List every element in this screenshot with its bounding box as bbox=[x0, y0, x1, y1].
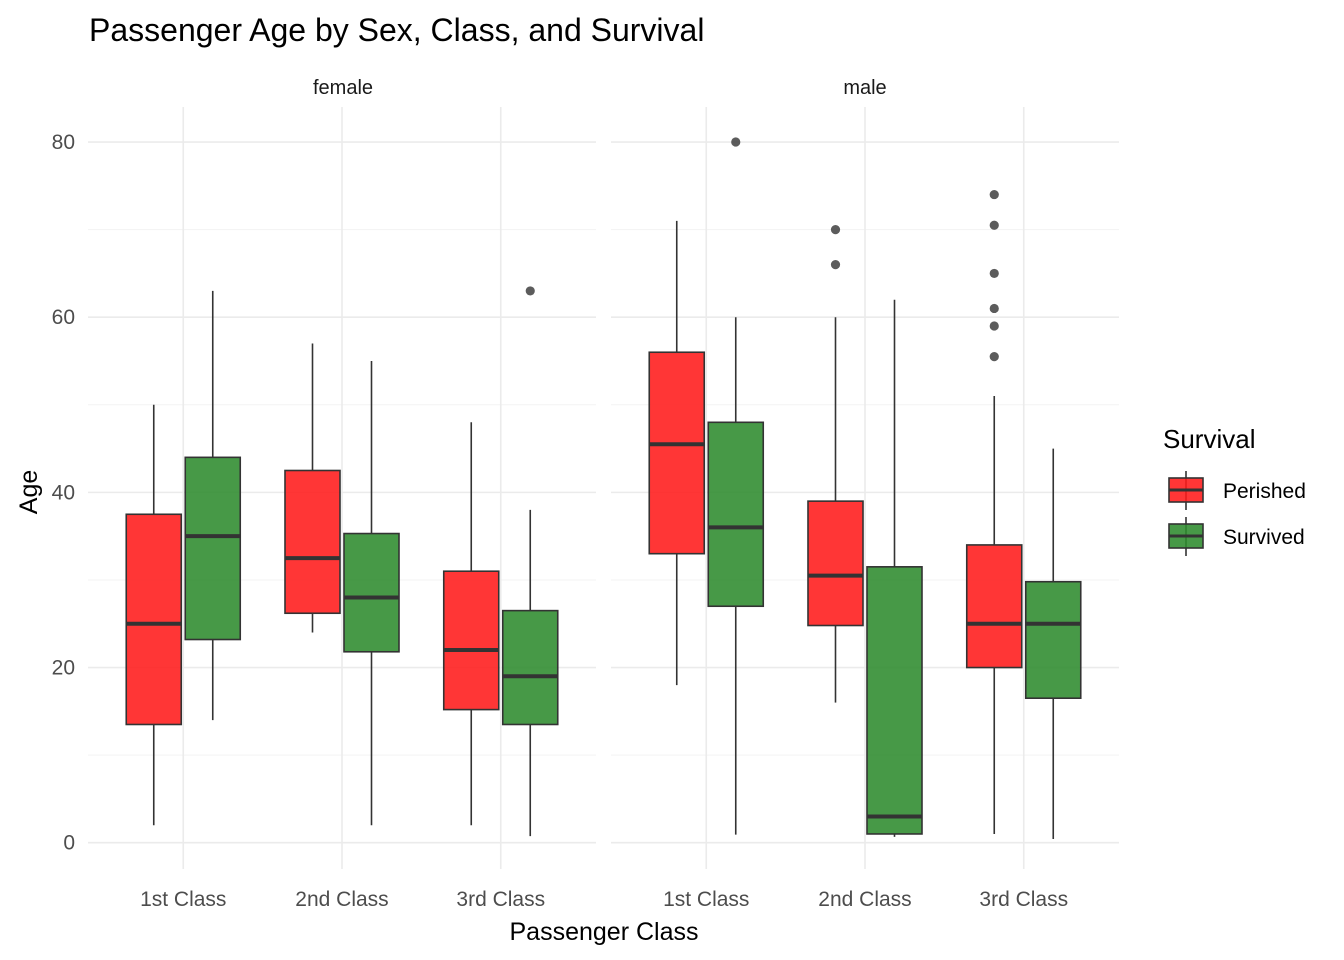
y-tick-label-0: 0 bbox=[63, 832, 75, 855]
y-tick-label-80: 80 bbox=[52, 131, 75, 154]
outlier-male-3rd-class-perished-3 bbox=[989, 268, 999, 279]
outlier-male-3rd-class-perished-5 bbox=[989, 189, 999, 200]
y-axis-ticks: 0 20 40 60 80 bbox=[52, 131, 75, 855]
x-tick-label-female-1st-class: 1st Class bbox=[140, 888, 226, 911]
box-rect-male-3rd-class-survived bbox=[1024, 580, 1082, 700]
box-rect-female-1st-class-survived bbox=[184, 456, 242, 641]
box-rect-male-1st-class-survived bbox=[707, 421, 765, 608]
box-male-3rd-class-perished bbox=[965, 189, 1023, 834]
outlier-male-2nd-class-perished-1 bbox=[830, 225, 841, 235]
x-tick-label-male-3rd-class: 3rd Class bbox=[979, 888, 1068, 911]
facet-panel-male bbox=[611, 107, 1119, 869]
chart-title: Passenger Age by Sex, Class, and Surviva… bbox=[89, 12, 704, 48]
x-tick-label-male-1st-class: 1st Class bbox=[663, 888, 749, 911]
box-rect-female-3rd-class-survived bbox=[501, 609, 559, 726]
outlier-male-3rd-class-perished-4 bbox=[989, 220, 999, 230]
facet-strip-female: female bbox=[313, 77, 373, 99]
outlier-male-2nd-class-perished-0 bbox=[830, 260, 841, 270]
box-female-2nd-class-perished bbox=[284, 343, 341, 633]
box-rect-male-1st-class-perished bbox=[648, 351, 706, 555]
box-female-1st-class-perished bbox=[125, 404, 183, 826]
legend-title: Survival bbox=[1163, 424, 1255, 454]
box-female-3rd-class-perished bbox=[442, 422, 500, 826]
outlier-male-3rd-class-perished-2 bbox=[989, 303, 999, 314]
box-female-2nd-class-survived bbox=[343, 361, 400, 826]
box-rect-female-1st-class-perished bbox=[125, 513, 183, 726]
legend-label-survived: Survived bbox=[1223, 526, 1305, 549]
box-male-2nd-class-survived bbox=[866, 299, 923, 837]
legend-items: Perished Survived bbox=[1168, 471, 1306, 556]
outlier-female-3rd-class-survived-0 bbox=[525, 286, 535, 296]
y-tick-label-40: 40 bbox=[52, 481, 75, 504]
outlier-male-1st-class-survived-0 bbox=[731, 137, 741, 147]
box-male-2nd-class-perished bbox=[807, 225, 864, 703]
outlier-male-3rd-class-perished-0 bbox=[989, 352, 999, 362]
box-rect-male-2nd-class-perished bbox=[807, 500, 864, 627]
outlier-male-3rd-class-perished-1 bbox=[989, 321, 999, 331]
box-male-1st-class-perished bbox=[648, 220, 706, 686]
x-axis-label: Passenger Class bbox=[510, 918, 699, 946]
facet-panel-female bbox=[88, 107, 596, 869]
box-rect-male-3rd-class-perished bbox=[965, 544, 1023, 669]
box-female-1st-class-survived bbox=[184, 290, 242, 721]
legend-item-perished: Perished bbox=[1168, 471, 1306, 510]
y-axis-label: Age bbox=[15, 470, 43, 514]
y-tick-label-20: 20 bbox=[52, 657, 75, 680]
box-rect-male-2nd-class-survived bbox=[866, 566, 923, 835]
box-rect-female-3rd-class-perished bbox=[442, 570, 500, 711]
x-axis-ticks: 1st Class 2nd Class 3rd Class 1st Class 2nd … bbox=[140, 888, 1068, 911]
x-tick-label-male-2nd-class: 2nd Class bbox=[818, 888, 911, 911]
box-male-1st-class-survived bbox=[707, 137, 765, 835]
y-tick-label-60: 60 bbox=[52, 306, 75, 329]
legend-item-survived: Survived bbox=[1168, 517, 1305, 556]
x-tick-label-female-2nd-class: 2nd Class bbox=[295, 888, 388, 911]
box-female-3rd-class-survived bbox=[501, 286, 559, 837]
box-male-3rd-class-survived bbox=[1024, 448, 1082, 840]
box-rect-female-2nd-class-perished bbox=[284, 469, 341, 615]
legend: Survival Perished Survived bbox=[1163, 424, 1306, 556]
x-tick-label-female-3rd-class: 3rd Class bbox=[456, 888, 545, 911]
box-rect-female-2nd-class-survived bbox=[343, 532, 400, 653]
facet-strip-male: male bbox=[843, 77, 886, 99]
legend-label-perished: Perished bbox=[1223, 480, 1306, 503]
